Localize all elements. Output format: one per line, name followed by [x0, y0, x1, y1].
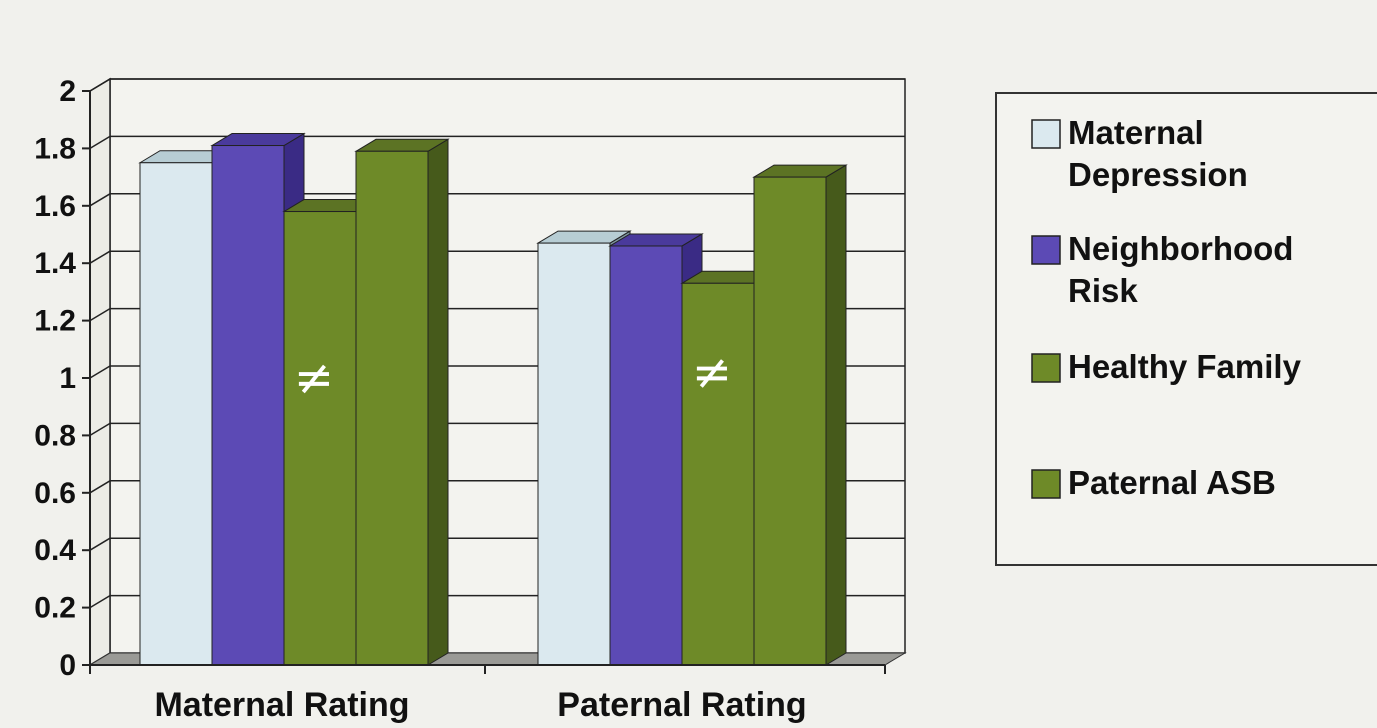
gridline-diagonal — [89, 78, 111, 92]
y-tick-label: 1.4 — [34, 247, 76, 280]
legend-label: Healthy Family — [1068, 348, 1302, 385]
bar — [681, 282, 755, 666]
bars — [138, 132, 848, 666]
y-tick-label: 1.6 — [34, 190, 76, 223]
bar — [753, 176, 827, 666]
x-category-label: Paternal Rating — [557, 686, 806, 724]
bar-side — [427, 138, 449, 666]
gridline-diagonal — [89, 365, 111, 379]
gridline-diagonal — [89, 537, 111, 551]
y-tick-label: 1.2 — [34, 305, 76, 338]
y-tick-label: 2 — [59, 75, 76, 108]
bar — [139, 162, 213, 666]
y-tick-label: 0 — [59, 649, 76, 682]
x-category-label: Maternal Rating — [154, 686, 409, 724]
y-tick-label: 0.6 — [34, 477, 76, 510]
gridline-diagonal — [89, 250, 111, 264]
legend-swatch — [1031, 235, 1061, 265]
annotation-label: ≠ — [692, 344, 732, 400]
bar — [283, 211, 357, 666]
legend-swatch — [1031, 469, 1061, 499]
bar — [537, 242, 611, 666]
legend-label: Neighborhood — [1068, 230, 1293, 267]
y-tick-label: 0.8 — [34, 419, 76, 452]
gridline-diagonal — [89, 594, 111, 609]
legend-label: Maternal — [1068, 114, 1204, 151]
y-tick-label: 0.2 — [34, 592, 76, 625]
legend-label: Paternal ASB — [1068, 464, 1276, 501]
y-tick-label: 0.4 — [34, 534, 76, 567]
gridline-diagonal — [89, 307, 111, 322]
gridline-diagonal — [89, 480, 111, 494]
bar — [211, 145, 285, 666]
bar — [609, 245, 683, 666]
legend-label: Risk — [1068, 272, 1138, 309]
gridline-diagonal — [89, 135, 111, 150]
bar-side — [825, 164, 847, 666]
gridline-diagonal — [89, 422, 111, 437]
annotations: ≠ ≠ — [294, 344, 732, 406]
legend: Maternal Depression Neighborhood Risk Health… — [995, 92, 1377, 566]
legend-swatch — [1031, 119, 1061, 149]
annotation-label: ≠ — [294, 350, 334, 406]
legend-label: Depression — [1068, 156, 1248, 193]
legend-swatch — [1031, 353, 1061, 383]
bar — [355, 150, 429, 666]
gridline-diagonal — [89, 193, 111, 207]
y-tick-label: 1.8 — [34, 132, 76, 165]
y-tick-label: 1 — [59, 362, 76, 395]
axes: 0 0.2 0.4 0.6 0.8 1 1.2 1.4 1.6 1.8 2 Maternal Rati… — [34, 75, 886, 724]
